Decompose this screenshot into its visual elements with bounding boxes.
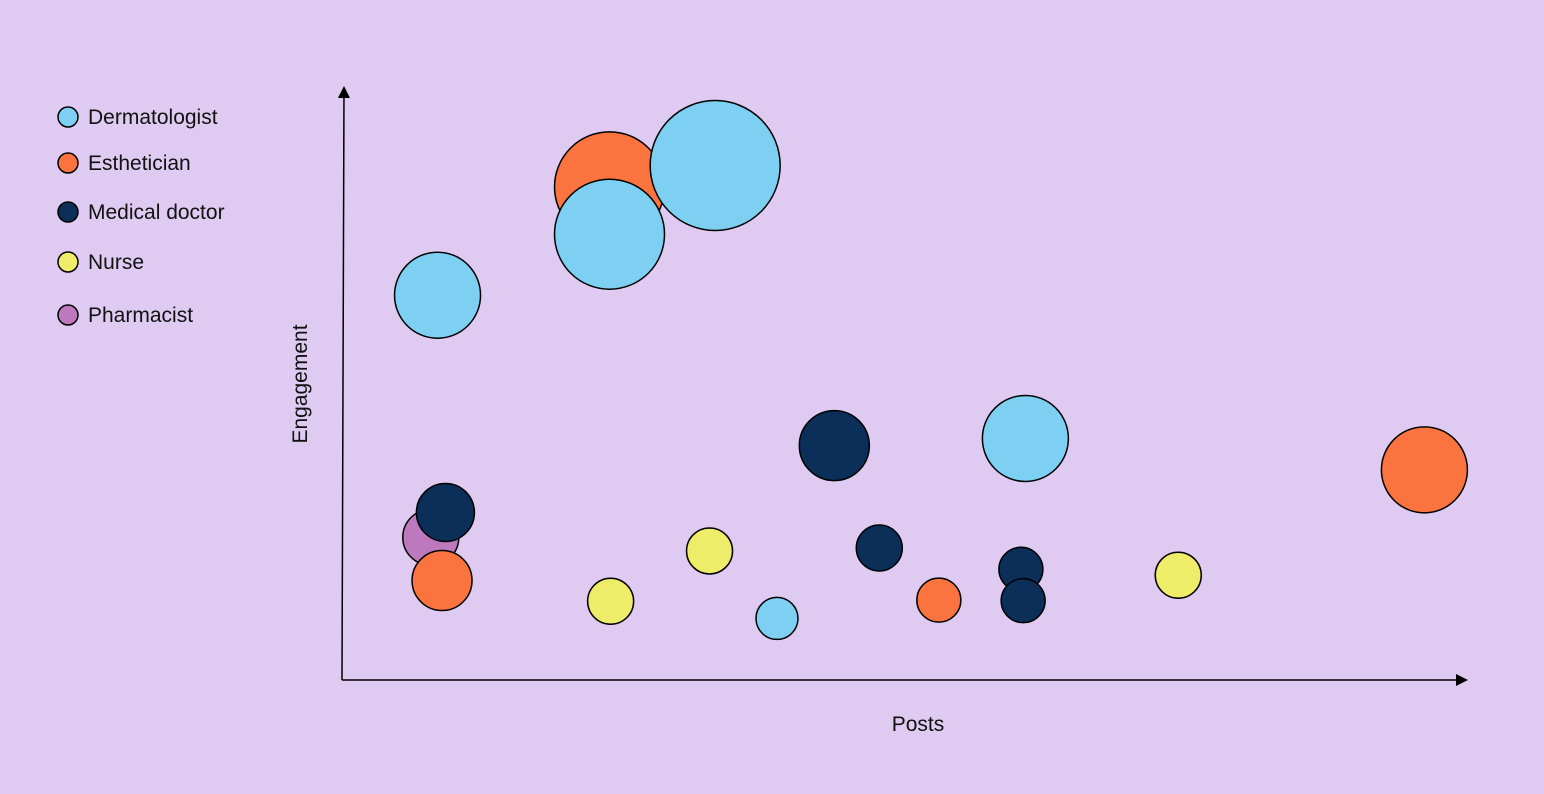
- axes: Posts Engagement: [289, 86, 1468, 736]
- legend-swatch-nurse: [57, 251, 79, 273]
- bubble-nurse-1: [586, 577, 635, 626]
- bubble-dermatologist-4: [755, 596, 799, 641]
- bubble-dermatologist-2: [553, 178, 666, 290]
- bubble-medical-doctor-3: [855, 524, 904, 572]
- legend-label-medical-doctor: Medical doctor: [88, 201, 225, 224]
- legend-label-pharmacist: Pharmacist: [88, 304, 193, 327]
- y-axis-line: [337, 86, 350, 681]
- bubble-esthetician-4: [1380, 426, 1469, 514]
- bubble-nurse-2: [685, 527, 734, 575]
- bubble-dermatologist-1: [393, 251, 482, 339]
- bubble-nurse-3: [1154, 551, 1203, 599]
- legend-item-nurse: Nurse: [57, 251, 144, 274]
- bubble-medical-doctor-1: [415, 482, 476, 543]
- x-axis-label: Posts: [892, 713, 945, 736]
- bubble-medical-doctor-2: [798, 409, 871, 482]
- bubble-dermatologist-5: [981, 394, 1070, 483]
- y-axis-label: Engagement: [289, 324, 312, 443]
- legend-swatch-dermatologist: [57, 106, 79, 128]
- legend-item-medical-doctor: Medical doctor: [57, 201, 225, 224]
- bubble-esthetician-2: [411, 549, 473, 612]
- legend-swatch-esthetician: [57, 152, 79, 174]
- legend: Dermatologist Esthetician Medical doctor Nu…: [57, 106, 225, 327]
- legend-label-esthetician: Esthetician: [88, 152, 191, 175]
- bubble-layer: [393, 99, 1469, 641]
- bubble-dermatologist-3: [649, 99, 781, 232]
- bubble-esthetician-3: [916, 577, 962, 623]
- legend-item-esthetician: Esthetician: [57, 152, 191, 175]
- legend-item-dermatologist: Dermatologist: [57, 106, 218, 129]
- legend-label-nurse: Nurse: [88, 251, 144, 274]
- legend-item-pharmacist: Pharmacist: [57, 304, 193, 327]
- bubble-medical-doctor-5: [1000, 577, 1046, 624]
- legend-swatch-pharmacist: [57, 304, 79, 326]
- legend-swatch-medical-doctor: [57, 201, 79, 223]
- legend-label-dermatologist: Dermatologist: [88, 106, 218, 129]
